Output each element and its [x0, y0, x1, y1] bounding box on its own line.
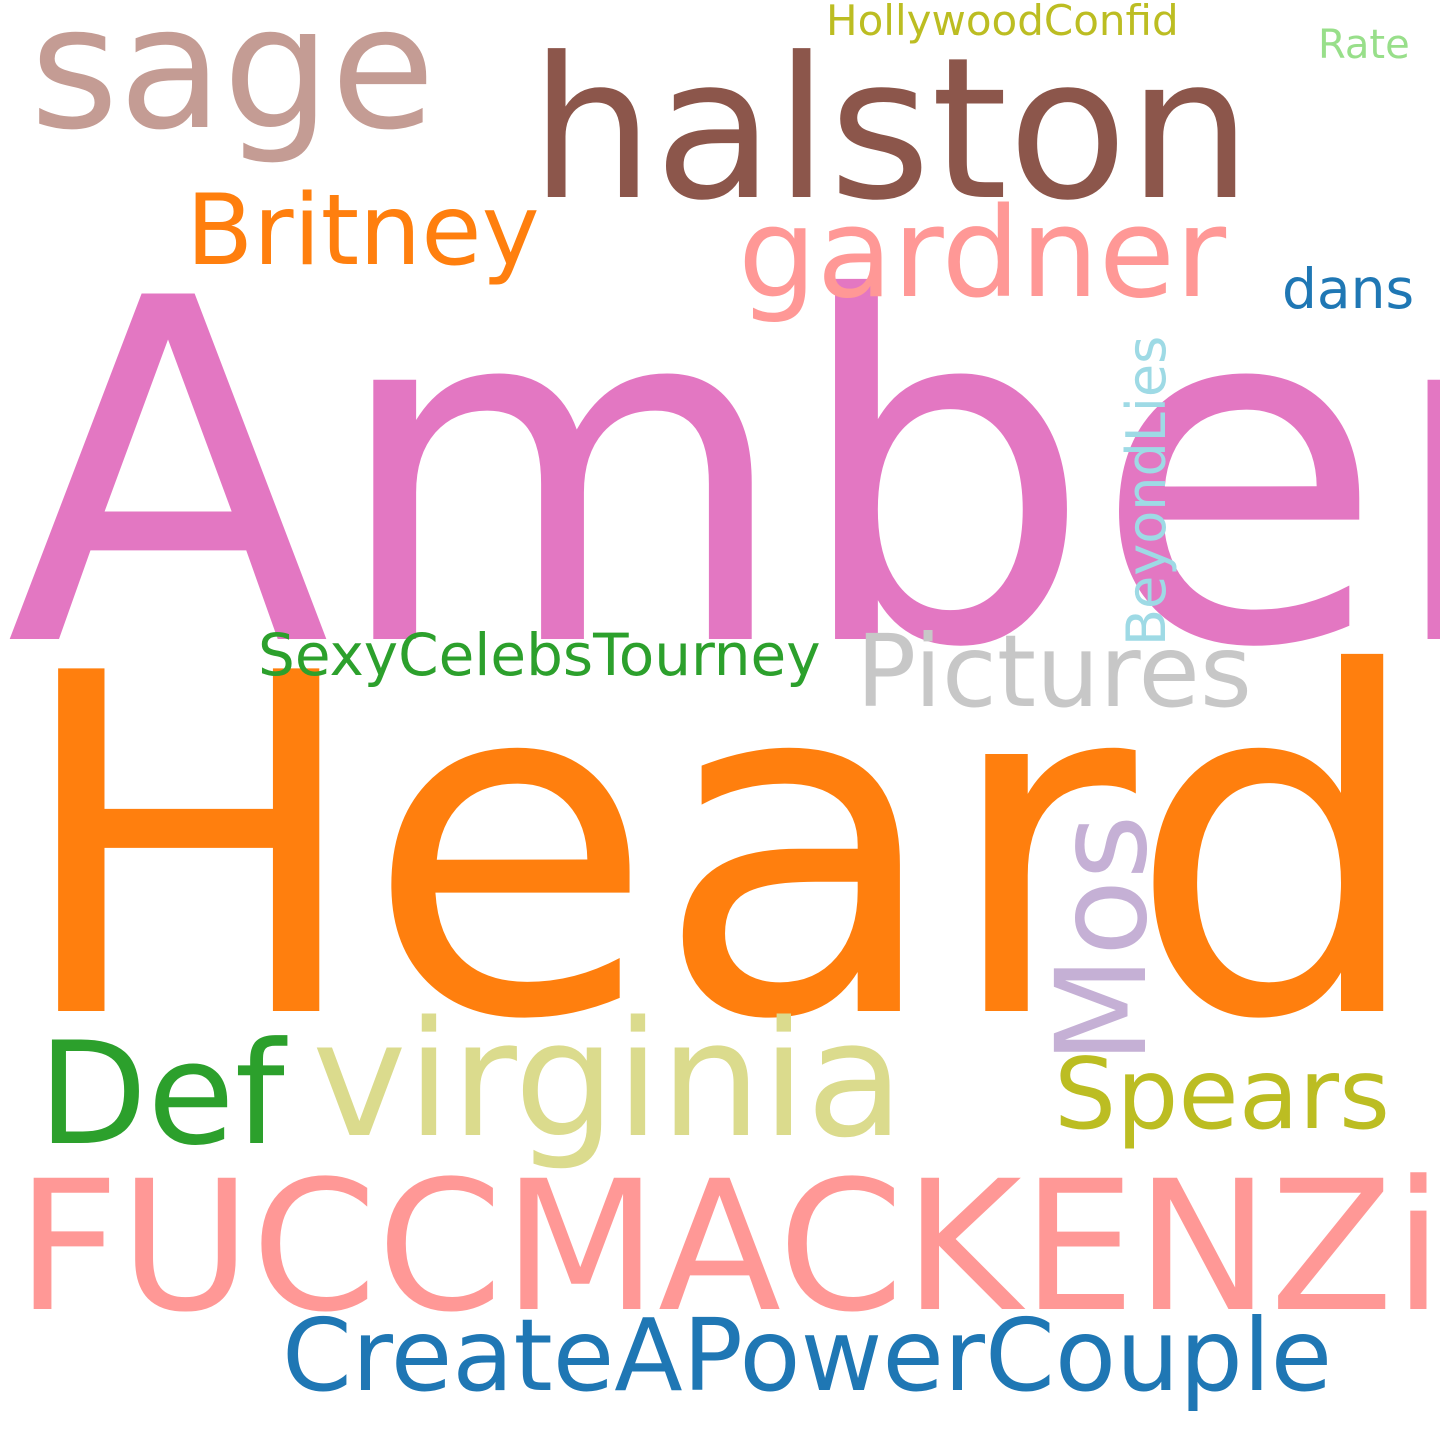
word-mos: Mos — [1030, 814, 1175, 1064]
word-hollywoodconfid: HollywoodConfid — [826, 0, 1179, 45]
word-heard: Heard — [12, 575, 1426, 1122]
word-createapowercouple: CreateAPowerCouple — [282, 1297, 1333, 1414]
word-sage: sage — [30, 0, 436, 168]
word-britney: Britney — [186, 174, 540, 288]
word-def: Def — [38, 1012, 285, 1177]
word-halston: halston — [530, 16, 1252, 244]
word-amber: Amber — [6, 199, 1440, 751]
word-rate: Rate — [1318, 22, 1410, 68]
word-gardner: gardner — [738, 182, 1227, 326]
word-beyondlies: BeyondLies — [1115, 335, 1178, 646]
word-dans: dans — [1282, 257, 1415, 321]
word-virginia: virginia — [312, 986, 905, 1173]
word-pictures: Pictures — [856, 613, 1252, 730]
word-sexycelebstourney: SexyCelebsTourney — [258, 621, 821, 689]
word-spears: Spears — [1054, 1038, 1391, 1152]
word-fuccmackenzie: FUCCMACKENZiE — [16, 1143, 1440, 1352]
